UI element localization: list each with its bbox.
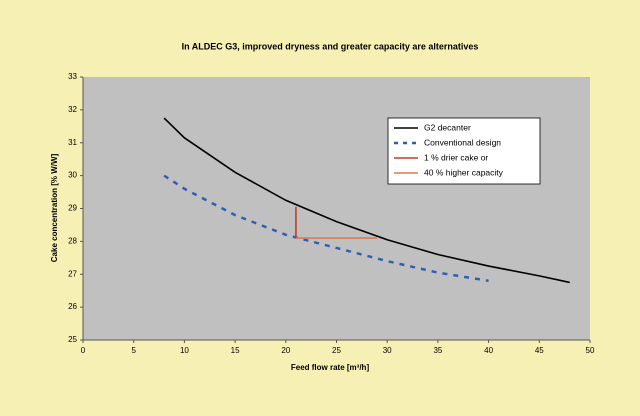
x-tick-label: 45 xyxy=(535,346,544,355)
x-tick-label: 50 xyxy=(586,346,595,355)
x-tick-label: 0 xyxy=(81,346,86,355)
x-tick-label: 5 xyxy=(131,346,136,355)
x-tick-label: 25 xyxy=(332,346,341,355)
y-tick-label: 30 xyxy=(68,171,77,180)
x-tick-label: 30 xyxy=(383,346,392,355)
y-tick-label: 27 xyxy=(68,269,77,278)
y-tick-label: 31 xyxy=(68,138,77,147)
x-tick-label: 10 xyxy=(180,346,189,355)
chart-title: In ALDEC G3, improved dryness and greate… xyxy=(182,41,479,51)
x-axis-label: Feed flow rate [m³/h] xyxy=(291,363,370,372)
y-tick-label: 26 xyxy=(68,302,77,311)
y-axis-label: Cake concentration [% W/W] xyxy=(50,153,59,262)
legend-label: 1 % drier cake or xyxy=(424,152,488,162)
legend-label: G2 decanter xyxy=(424,122,471,132)
x-tick-label: 20 xyxy=(281,346,290,355)
y-tick-label: 25 xyxy=(68,335,77,344)
series-line xyxy=(163,117,570,284)
x-tick-label: 35 xyxy=(433,346,442,355)
series-line xyxy=(163,174,489,283)
y-tick-label: 33 xyxy=(68,72,77,81)
legend-label: 40 % higher capacity xyxy=(424,167,504,177)
plot-area xyxy=(83,77,590,340)
x-tick-label: 40 xyxy=(484,346,493,355)
legend-label: Conventional design xyxy=(424,137,501,147)
x-tick-label: 15 xyxy=(231,346,240,355)
y-tick-label: 29 xyxy=(68,204,77,213)
y-tick-label: 32 xyxy=(68,105,77,114)
y-tick-label: 28 xyxy=(68,236,77,245)
